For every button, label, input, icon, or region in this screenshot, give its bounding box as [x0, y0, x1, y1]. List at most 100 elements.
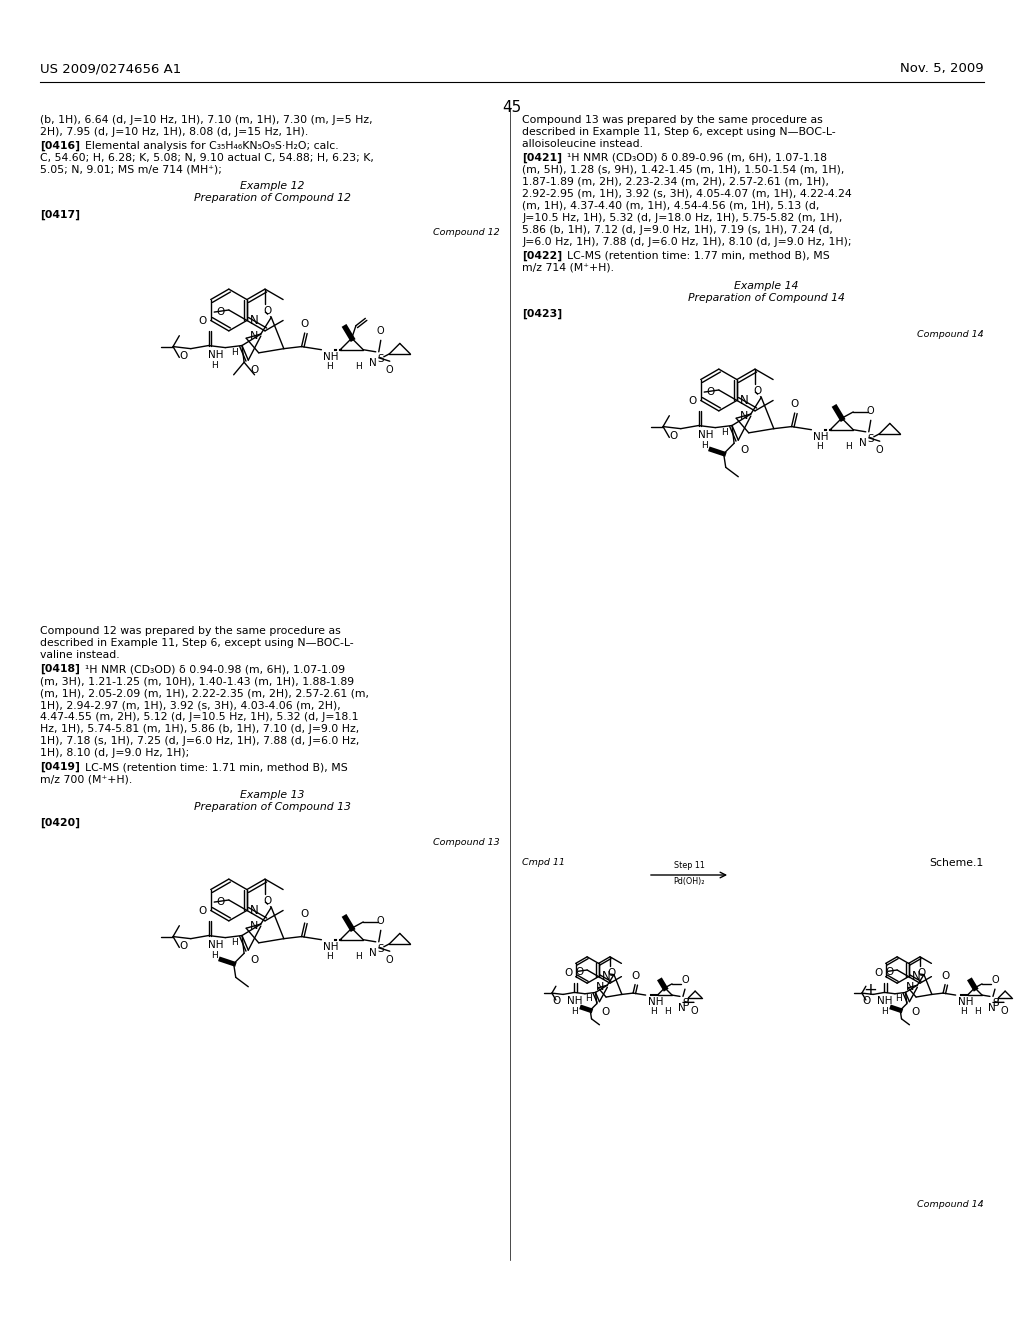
- Text: O: O: [574, 968, 583, 977]
- Text: O: O: [386, 366, 393, 375]
- Text: NH: NH: [208, 350, 223, 359]
- Text: N: N: [678, 1003, 686, 1012]
- Text: [0422]: [0422]: [522, 251, 562, 261]
- Text: H: H: [326, 952, 333, 961]
- Text: C, 54.60; H, 6.28; K, 5.08; N, 9.10 actual C, 54.88; H, 6.23; K,: C, 54.60; H, 6.28; K, 5.08; N, 9.10 actu…: [40, 153, 374, 162]
- Text: H: H: [845, 442, 852, 450]
- Text: O: O: [216, 308, 225, 317]
- Text: S: S: [378, 354, 384, 364]
- Text: O: O: [991, 975, 998, 985]
- Text: O: O: [179, 941, 187, 950]
- Text: O: O: [876, 445, 884, 455]
- Text: N: N: [740, 393, 749, 407]
- Text: [0423]: [0423]: [522, 309, 562, 319]
- Text: O: O: [564, 968, 572, 978]
- Text: H: H: [326, 362, 333, 371]
- Text: N: N: [250, 331, 258, 341]
- Text: O: O: [681, 975, 689, 985]
- Text: LC-MS (retention time: 1.71 min, method B), MS: LC-MS (retention time: 1.71 min, method …: [78, 762, 348, 772]
- Text: Compound 12 was prepared by the same procedure as: Compound 12 was prepared by the same pro…: [40, 626, 341, 636]
- Text: N: N: [988, 1003, 996, 1012]
- Text: H: H: [721, 428, 728, 437]
- Text: Compound 13 was prepared by the same procedure as: Compound 13 was prepared by the same pro…: [522, 115, 822, 125]
- Text: Preparation of Compound 13: Preparation of Compound 13: [194, 803, 350, 812]
- Text: ¹H NMR (CD₃OD) δ 0.89-0.96 (m, 6H), 1.07-1.18: ¹H NMR (CD₃OD) δ 0.89-0.96 (m, 6H), 1.07…: [560, 153, 827, 162]
- Text: H: H: [231, 937, 238, 946]
- Text: [0421]: [0421]: [522, 153, 562, 164]
- Text: (b, 1H), 6.64 (d, J=10 Hz, 1H), 7.10 (m, 1H), 7.30 (m, J=5 Hz,: (b, 1H), 6.64 (d, J=10 Hz, 1H), 7.10 (m,…: [40, 115, 373, 125]
- Text: N: N: [859, 438, 867, 447]
- Text: 2H), 7.95 (d, J=10 Hz, 1H), 8.08 (d, J=15 Hz, 1H).: 2H), 7.95 (d, J=10 Hz, 1H), 8.08 (d, J=1…: [40, 127, 308, 137]
- Text: 4.47-4.55 (m, 2H), 5.12 (d, J=10.5 Hz, 1H), 5.32 (d, J=18.1: 4.47-4.55 (m, 2H), 5.12 (d, J=10.5 Hz, 1…: [40, 711, 358, 722]
- Text: N: N: [250, 314, 259, 327]
- Text: H: H: [355, 952, 361, 961]
- Text: O: O: [918, 968, 926, 978]
- Text: N: N: [601, 970, 610, 983]
- Text: Scheme.1: Scheme.1: [930, 858, 984, 869]
- Text: NH: NH: [957, 997, 973, 1007]
- Text: O: O: [250, 366, 258, 375]
- Text: O: O: [263, 896, 271, 906]
- Text: H: H: [355, 362, 361, 371]
- Text: O: O: [601, 1007, 609, 1016]
- Text: [0416]: [0416]: [40, 141, 80, 152]
- Text: H: H: [895, 994, 901, 1003]
- Text: 1H), 7.18 (s, 1H), 7.25 (d, J=6.0 Hz, 1H), 7.88 (d, J=6.0 Hz,: 1H), 7.18 (s, 1H), 7.25 (d, J=6.0 Hz, 1H…: [40, 737, 359, 746]
- Text: O: O: [199, 315, 207, 326]
- Text: O: O: [608, 968, 616, 978]
- Text: H: H: [961, 1007, 967, 1016]
- Text: O: O: [885, 968, 893, 977]
- Text: H: H: [212, 950, 218, 960]
- Text: O: O: [263, 306, 271, 315]
- Text: H: H: [974, 1007, 980, 1016]
- Text: 5.05; N, 9.01; MS m/e 714 (MH⁺);: 5.05; N, 9.01; MS m/e 714 (MH⁺);: [40, 165, 222, 176]
- Text: O: O: [250, 956, 258, 965]
- Text: O: O: [911, 1007, 920, 1016]
- Text: [0417]: [0417]: [40, 210, 80, 220]
- Text: LC-MS (retention time: 1.77 min, method B), MS: LC-MS (retention time: 1.77 min, method …: [560, 251, 829, 261]
- Text: (m, 1H), 2.05-2.09 (m, 1H), 2.22-2.35 (m, 2H), 2.57-2.61 (m,: (m, 1H), 2.05-2.09 (m, 1H), 2.22-2.35 (m…: [40, 688, 369, 698]
- Text: O: O: [301, 319, 309, 329]
- Text: NH: NH: [647, 997, 664, 1007]
- Text: S: S: [992, 998, 998, 1008]
- Text: O: O: [1000, 1006, 1008, 1016]
- Text: Step 11: Step 11: [674, 861, 705, 870]
- Text: Example 12: Example 12: [240, 181, 304, 191]
- Text: valine instead.: valine instead.: [40, 649, 120, 660]
- Text: (m, 3H), 1.21-1.25 (m, 10H), 1.40-1.43 (m, 1H), 1.88-1.89: (m, 3H), 1.21-1.25 (m, 10H), 1.40-1.43 (…: [40, 676, 354, 686]
- Text: O: O: [631, 970, 639, 981]
- Text: Compound 14: Compound 14: [918, 1200, 984, 1209]
- Text: m/z 714 (M⁺+H).: m/z 714 (M⁺+H).: [522, 263, 614, 273]
- Text: N: N: [739, 411, 748, 421]
- Text: O: O: [688, 396, 696, 407]
- Text: N: N: [250, 921, 258, 931]
- Text: (m, 5H), 1.28 (s, 9H), 1.42-1.45 (m, 1H), 1.50-1.54 (m, 1H),: (m, 5H), 1.28 (s, 9H), 1.42-1.45 (m, 1H)…: [522, 165, 845, 176]
- Text: O: O: [552, 997, 560, 1006]
- Text: Compound 13: Compound 13: [433, 838, 500, 847]
- Text: N: N: [370, 948, 377, 958]
- Text: [0418]: [0418]: [40, 664, 80, 675]
- Text: N: N: [370, 358, 377, 368]
- Text: Preparation of Compound 14: Preparation of Compound 14: [687, 293, 845, 304]
- Text: H: H: [571, 1007, 578, 1016]
- Text: alloisoleucine instead.: alloisoleucine instead.: [522, 139, 643, 149]
- Text: described in Example 11, Step 6, except using N—BOC-L-: described in Example 11, Step 6, except …: [522, 127, 836, 137]
- Text: H: H: [664, 1007, 671, 1016]
- Text: 1H), 8.10 (d, J=9.0 Hz, 1H);: 1H), 8.10 (d, J=9.0 Hz, 1H);: [40, 748, 189, 758]
- Text: H: H: [882, 1007, 888, 1016]
- Text: H: H: [650, 1007, 657, 1016]
- Text: O: O: [867, 407, 874, 416]
- Text: 1H), 2.94-2.97 (m, 1H), 3.92 (s, 3H), 4.03-4.06 (m, 2H),: 1H), 2.94-2.97 (m, 1H), 3.92 (s, 3H), 4.…: [40, 700, 341, 710]
- Text: Pd(OH)₂: Pd(OH)₂: [673, 876, 705, 886]
- Text: described in Example 11, Step 6, except using N—BOC-L-: described in Example 11, Step 6, except …: [40, 638, 353, 648]
- Text: O: O: [301, 909, 309, 919]
- Text: S: S: [867, 434, 874, 444]
- Text: +: +: [863, 981, 877, 999]
- Text: NH: NH: [878, 995, 893, 1006]
- Text: NH: NH: [567, 995, 583, 1006]
- Text: H: H: [701, 441, 709, 450]
- Text: 1.87-1.89 (m, 2H), 2.23-2.34 (m, 2H), 2.57-2.61 (m, 1H),: 1.87-1.89 (m, 2H), 2.23-2.34 (m, 2H), 2.…: [522, 177, 829, 187]
- Text: m/z 700 (M⁺+H).: m/z 700 (M⁺+H).: [40, 774, 132, 784]
- Text: 2.92-2.95 (m, 1H), 3.92 (s, 3H), 4.05-4.07 (m, 1H), 4.22-4.24: 2.92-2.95 (m, 1H), 3.92 (s, 3H), 4.05-4.…: [522, 189, 852, 199]
- Text: [0419]: [0419]: [40, 762, 80, 772]
